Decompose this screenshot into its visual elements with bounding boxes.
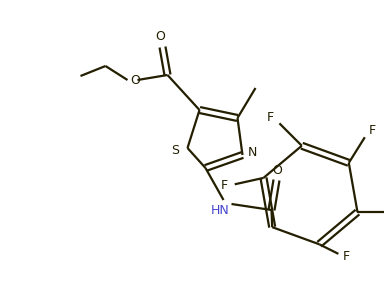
Text: F: F: [267, 111, 274, 124]
Text: N: N: [248, 146, 257, 160]
Text: O: O: [272, 164, 283, 176]
Text: HN: HN: [211, 203, 230, 217]
Text: F: F: [220, 179, 227, 192]
Text: S: S: [171, 144, 180, 156]
Text: F: F: [343, 250, 350, 263]
Text: F: F: [369, 124, 376, 137]
Text: O: O: [131, 74, 140, 87]
Text: O: O: [156, 30, 165, 44]
